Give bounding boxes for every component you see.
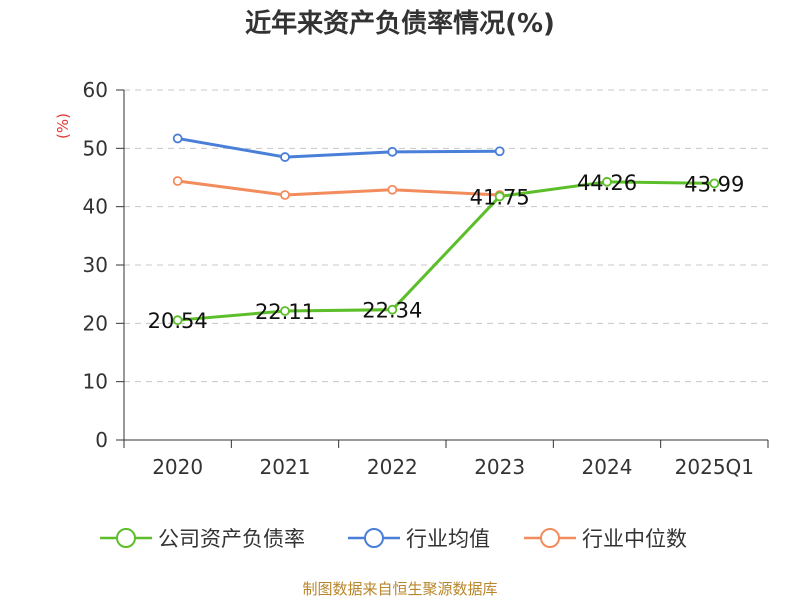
x-tick-label: 2024 <box>582 455 633 479</box>
data-point <box>172 133 183 144</box>
data-label: 43.99 <box>684 172 744 196</box>
x-tick-label: 2020 <box>152 455 203 479</box>
data-label: 22.11 <box>255 300 315 324</box>
y-axis-label: (%) <box>54 113 72 139</box>
series-line <box>177 136 500 159</box>
data-point <box>494 146 505 157</box>
data-point <box>387 304 398 315</box>
chart-title: 近年来资产负债率情况(%) <box>245 9 555 39</box>
legend-label-industry-median: 行业中位数 <box>582 527 687 551</box>
legend-item-industry-mean[interactable]: 行业均值 <box>348 520 490 556</box>
legend-marker-industry-mean <box>348 528 400 548</box>
data-label: 41.75 <box>470 185 530 209</box>
data-point <box>387 146 398 157</box>
data-point <box>602 176 612 187</box>
x-tick-label: 2023 <box>474 455 525 479</box>
y-tick-label: 60 <box>83 78 108 102</box>
y-tick-label: 30 <box>83 253 108 277</box>
chart-legend: 公司资产负债率 行业均值 行业中位数 <box>0 520 800 556</box>
data-point <box>172 315 183 326</box>
y-tick-label: 40 <box>83 195 108 219</box>
data-point <box>280 190 290 200</box>
legend-marker-company <box>100 528 152 548</box>
legend-item-company[interactable]: 公司资产负债率 <box>100 520 305 556</box>
data-point <box>494 191 505 202</box>
legend-label-company: 公司资产负债率 <box>158 527 305 551</box>
data-point <box>280 306 290 316</box>
data-label: 44.26 <box>577 171 637 195</box>
y-tick-label: 50 <box>83 136 108 160</box>
series-line <box>177 179 500 197</box>
data-label: 22.34 <box>362 299 422 323</box>
data-point <box>387 184 398 195</box>
x-tick-label: 2021 <box>260 455 311 479</box>
data-source-note: 制图数据来自恒生聚源数据库 <box>302 580 498 598</box>
y-tick-label: 10 <box>83 370 108 394</box>
y-tick-label: 0 <box>95 428 108 452</box>
x-tick-label: 2022 <box>367 455 418 479</box>
legend-marker-industry-median <box>524 528 576 548</box>
legend-label-industry-mean: 行业均值 <box>406 527 490 551</box>
data-label: 20.54 <box>148 309 208 333</box>
x-tick-label: 2025Q1 <box>675 455 754 479</box>
data-point <box>709 178 720 189</box>
data-point <box>172 176 183 186</box>
series-line <box>177 180 715 322</box>
y-tick-label: 20 <box>83 311 108 335</box>
legend-item-industry-median[interactable]: 行业中位数 <box>524 520 687 556</box>
data-point <box>280 152 290 162</box>
